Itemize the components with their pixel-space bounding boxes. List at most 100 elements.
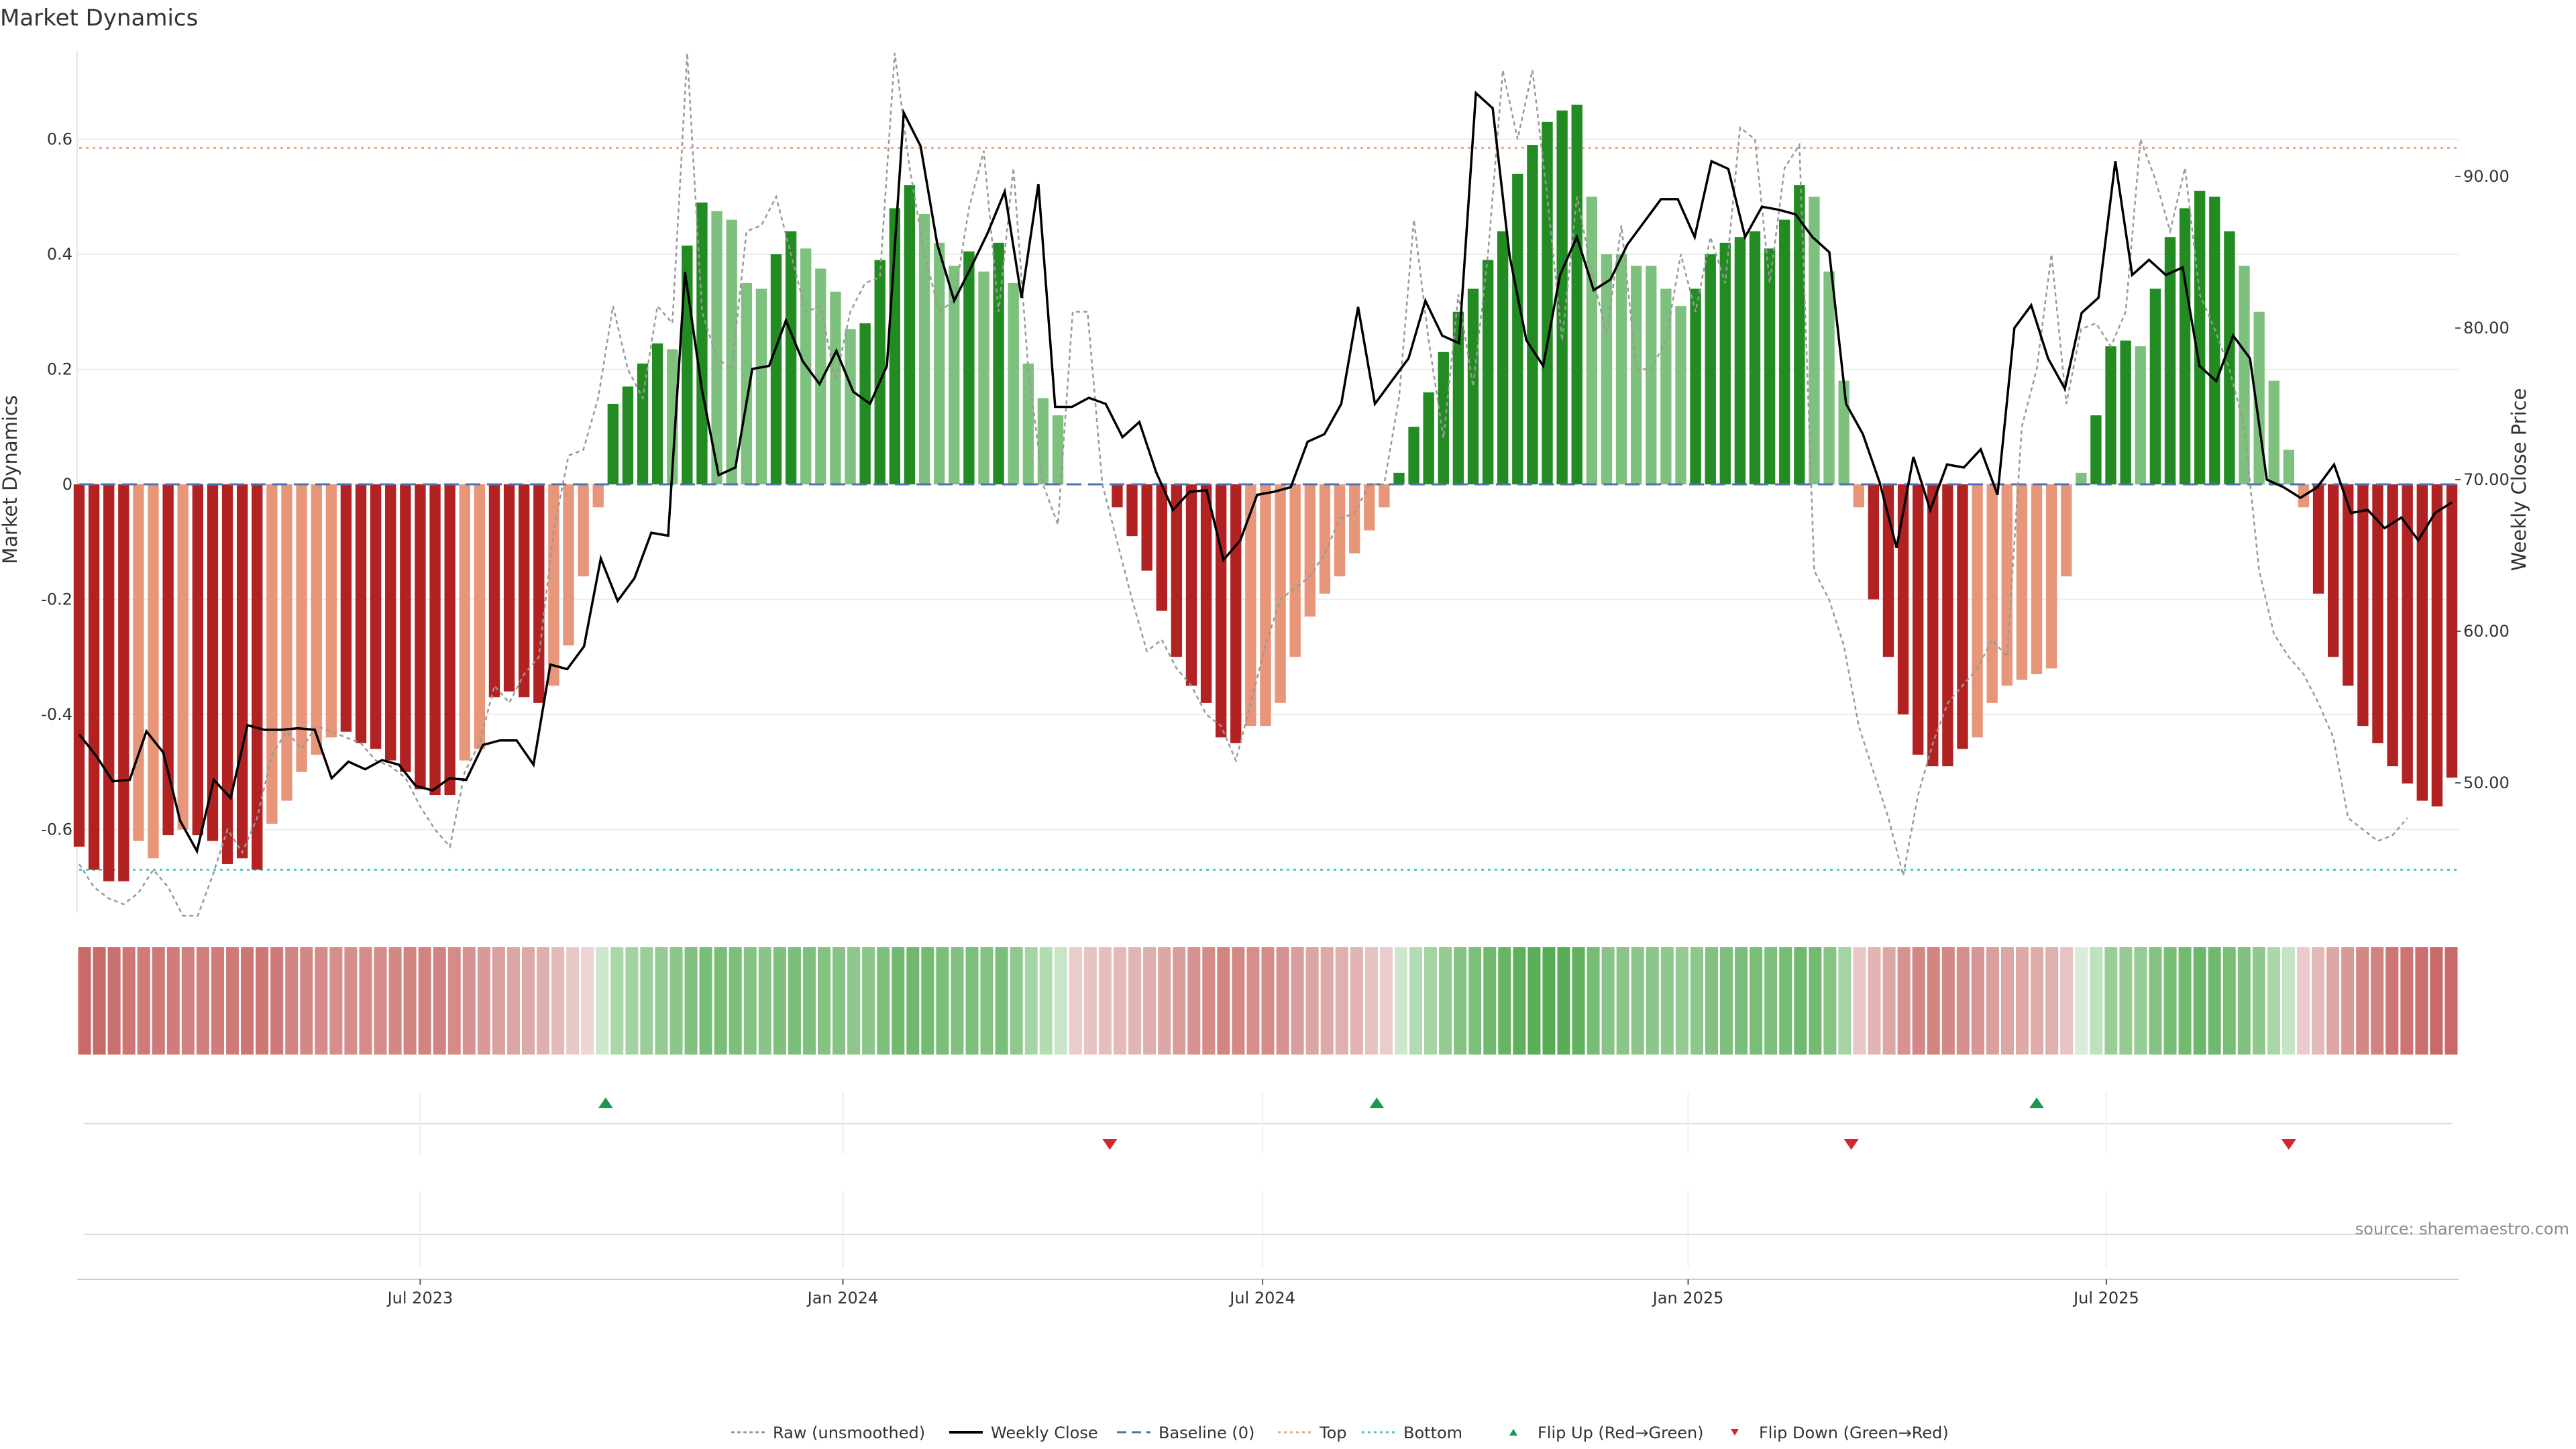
heat-strip-cell [2296,947,2310,1055]
flip-down-marker [2281,1139,2296,1150]
bar [1200,484,1212,703]
bar [1022,363,1034,484]
heat-strip-cell [1527,947,1541,1055]
heat-strip-cell [1246,947,1260,1055]
heat-strip-cell [1542,947,1556,1055]
heat-strip-cell [743,947,757,1055]
heat-strip-cell [1187,947,1201,1055]
heat-strip-cell [847,947,861,1055]
heat-strip-cell [729,947,742,1055]
heat-strip-cell [1572,947,1585,1055]
bar [2001,484,2012,686]
bar [1749,231,1761,484]
y-tick-right-2: 70.00 [2463,470,2510,489]
heat-strip-cell [1483,947,1497,1055]
heat-strip-cell [1705,947,1719,1055]
heat-strip-cell [965,947,979,1055]
bar [519,484,530,698]
heat-strip-cell [817,947,831,1055]
heat-strip-cell [1587,947,1600,1055]
heat-strip-cell [1646,947,1659,1055]
bar [1853,484,1864,508]
heat-strip-cell [1454,947,1467,1055]
bar [1364,484,1375,531]
heat-strip-cell [1927,947,1940,1055]
bar [874,260,885,484]
bar [192,484,204,836]
bar [1646,266,1657,484]
bar [1882,484,1894,657]
bar [2312,484,2324,594]
heat-strip-cell [1335,947,1348,1055]
bar [1245,484,1256,727]
bar [1556,110,1568,484]
heat-strip-cell [596,947,609,1055]
heat-strip-cell [1276,947,1289,1055]
heat-strip-cell [2385,947,2399,1055]
heat-strip-cell [196,947,209,1055]
heat-strip-cell [256,947,269,1055]
bar [118,484,129,881]
bar [88,484,100,870]
bar [2431,484,2443,807]
heat-strip-cell [2000,947,2015,1055]
bar [2343,484,2354,686]
heat-strip-cell [1513,947,1526,1055]
bar [1052,415,1064,484]
bar [578,484,589,577]
legend-flip-down-icon [1731,1429,1739,1436]
heat-strip-cell [1779,947,1792,1055]
heat-strip-cell [773,947,786,1055]
bar [1260,484,1271,727]
bar [1185,484,1197,686]
heat-strip-cell [2178,947,2192,1055]
bar [2031,484,2043,674]
bar [1334,484,1346,577]
bar [1809,197,1820,484]
bar [2224,231,2235,484]
bar [904,185,916,484]
bar [444,484,455,796]
heat-strip-cell [2252,947,2265,1055]
y-tick-left-6: -0.6 [41,820,72,839]
bar [770,254,782,484]
bar [1230,484,1242,743]
heat-strip-cell [477,947,490,1055]
bar [607,403,619,484]
heat-strip-cell [2134,947,2147,1055]
axis-ticks: 0.6 0.4 0.2 0 -0.2 -0.4 -0.6 90.00 80.00 70.00 60.… [41,130,2510,839]
bar [2016,484,2028,680]
legend-label: Bottom [1403,1424,1462,1442]
bar [2149,288,2161,484]
heat-strip-cell [2193,947,2206,1055]
heat-strip-cell [1601,947,1615,1055]
bar [1482,260,1494,484]
heat-strip [78,947,2458,1055]
chart-title: Market Dynamics [0,5,198,32]
market-dynamics-bars [73,105,2458,881]
heat-strip-cell [166,947,180,1055]
bar [949,266,960,484]
legend-label: Raw (unsmoothed) [773,1424,925,1442]
heat-strip-cell [1853,947,1866,1055]
heat-strip-cell [699,947,712,1055]
heat-strip-cell [1320,947,1334,1055]
bar [667,349,678,484]
heat-strip-cell [211,947,224,1055]
heat-strip-cell [181,947,195,1055]
heat-strip-cell [93,947,106,1055]
bar [2179,208,2191,484]
bar [1275,484,1286,703]
bar [1319,484,1331,594]
bar [2416,484,2428,801]
heat-strip-cell [1010,947,1023,1055]
heat-strip-cell [2119,947,2133,1055]
bar [2372,484,2383,743]
heat-strip-cell [329,947,343,1055]
bar [1586,197,1598,484]
bar [325,484,337,738]
heat-strip-cell [892,947,905,1055]
bar [1794,185,1805,484]
heat-strip-cell [1882,947,1896,1055]
heat-strip-cell [2045,947,2059,1055]
